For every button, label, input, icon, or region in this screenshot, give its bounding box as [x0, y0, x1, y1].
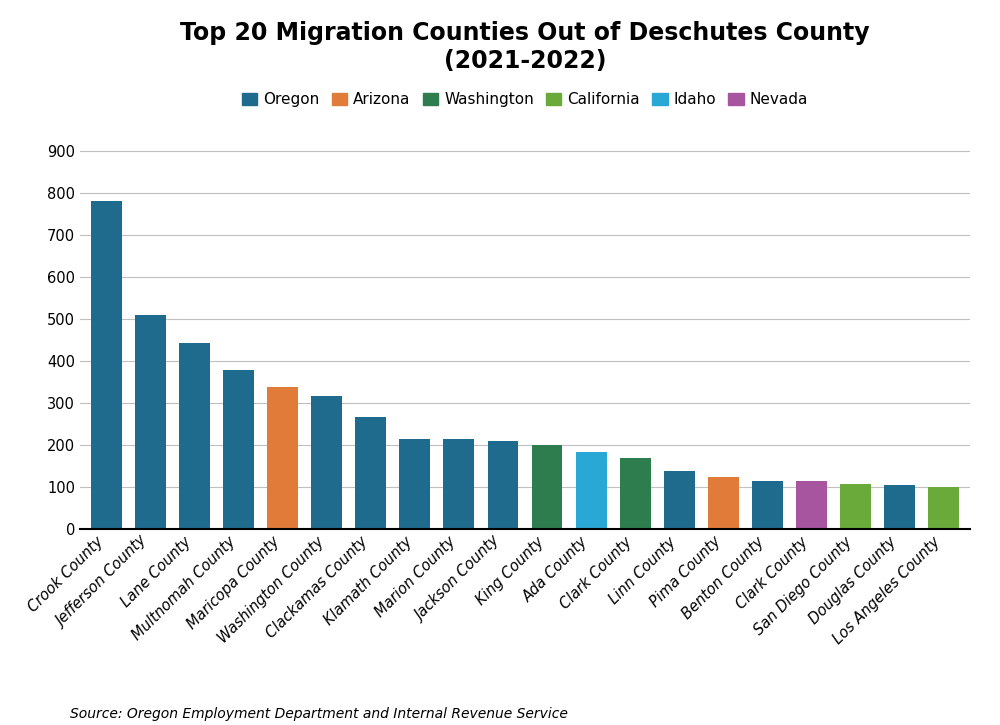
Bar: [752, 481, 783, 529]
Bar: [223, 370, 254, 529]
Legend: Oregon, Arizona, Washington, California, Idaho, Nevada: Oregon, Arizona, Washington, California,…: [236, 86, 814, 114]
Bar: [884, 485, 915, 529]
Bar: [664, 471, 695, 529]
Title: Top 20 Migration Counties Out of Deschutes County
(2021-2022): Top 20 Migration Counties Out of Deschut…: [180, 21, 870, 73]
Bar: [355, 417, 386, 529]
Bar: [928, 487, 959, 529]
Text: Source: Oregon Employment Department and Internal Revenue Service: Source: Oregon Employment Department and…: [70, 708, 568, 721]
Bar: [708, 477, 739, 529]
Bar: [443, 439, 474, 529]
Bar: [91, 201, 122, 529]
Bar: [796, 481, 827, 529]
Bar: [179, 344, 210, 529]
Bar: [399, 439, 430, 529]
Bar: [620, 458, 651, 529]
Bar: [840, 484, 871, 529]
Bar: [576, 452, 607, 529]
Bar: [488, 441, 518, 529]
Bar: [532, 445, 562, 529]
Bar: [267, 386, 298, 529]
Bar: [311, 396, 342, 529]
Bar: [135, 315, 166, 529]
